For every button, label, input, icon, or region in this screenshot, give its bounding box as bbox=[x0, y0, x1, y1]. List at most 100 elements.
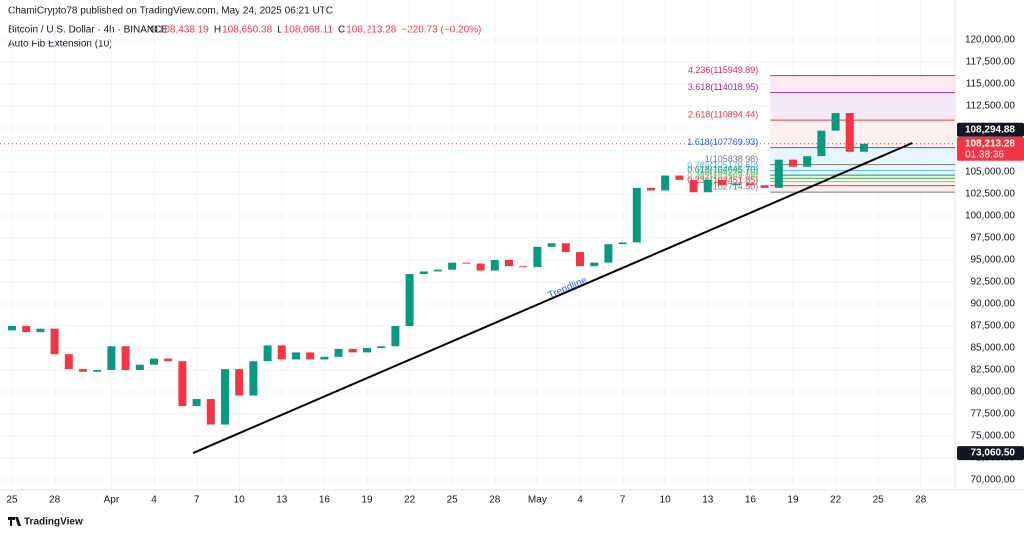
fib-label: 3.618(114018.95) bbox=[688, 82, 758, 92]
x-tick-label: 25 bbox=[6, 495, 18, 506]
candle bbox=[36, 328, 45, 333]
fib-band bbox=[770, 178, 955, 182]
candle bbox=[519, 266, 528, 268]
candle bbox=[618, 242, 627, 245]
fib-band bbox=[770, 170, 955, 176]
fib-band bbox=[770, 92, 955, 121]
symbol: Bitcoin / U.S. Dollar · 4h · BINANCE bbox=[8, 25, 168, 36]
fib-band bbox=[770, 120, 955, 148]
candle bbox=[348, 348, 357, 353]
candle bbox=[803, 156, 812, 167]
x-tick-label: 7 bbox=[620, 495, 626, 506]
x-tick-label: 16 bbox=[745, 495, 757, 506]
y-tick-label: 75,000.00 bbox=[971, 431, 1016, 442]
candle bbox=[774, 159, 783, 188]
candle bbox=[575, 252, 584, 267]
candle bbox=[561, 243, 570, 253]
price-tag bbox=[957, 136, 1024, 161]
y-tick-label: 80,000.00 bbox=[971, 387, 1016, 398]
x-tick-label: 22 bbox=[404, 495, 416, 506]
candle bbox=[504, 259, 513, 267]
y-tick-label: 105,000.00 bbox=[965, 167, 1015, 178]
candle bbox=[590, 262, 599, 267]
candle bbox=[689, 179, 698, 193]
y-tick-label: 92,500.00 bbox=[971, 277, 1016, 288]
candle bbox=[462, 262, 471, 264]
x-tick-label: 25 bbox=[447, 495, 459, 506]
candle bbox=[490, 259, 499, 271]
candle bbox=[263, 345, 272, 362]
candle bbox=[391, 326, 400, 347]
candle bbox=[320, 356, 329, 360]
y-tick-label: 112,500.00 bbox=[966, 101, 1016, 112]
ohlc-value: 108,438.19 bbox=[159, 25, 209, 36]
fib-label: 0(102714.50) bbox=[705, 181, 759, 191]
trendline bbox=[192, 142, 913, 454]
y-tick-label: 90,000.00 bbox=[971, 299, 1016, 310]
candle bbox=[703, 179, 712, 193]
candle bbox=[476, 263, 485, 271]
candle bbox=[192, 399, 201, 407]
ohlc-key: H bbox=[214, 25, 221, 36]
candle bbox=[22, 326, 31, 333]
y-tick-label: 95,000.00 bbox=[971, 255, 1016, 266]
y-tick-label: 117,500.00 bbox=[966, 57, 1016, 68]
ohlc-key: L bbox=[277, 25, 283, 36]
candle bbox=[206, 399, 215, 425]
fib-label: 4.236(115949.89) bbox=[688, 65, 758, 75]
candle bbox=[107, 346, 116, 371]
candle bbox=[788, 159, 797, 167]
price-tag bbox=[957, 122, 1024, 137]
change: −220.73 (−0.20%) bbox=[401, 25, 481, 36]
fib-label: 0.5(104276.70) bbox=[697, 168, 758, 178]
x-tick-label: 28 bbox=[915, 495, 927, 506]
candle bbox=[760, 185, 769, 188]
logo bbox=[8, 517, 21, 526]
x-tick-label: 22 bbox=[830, 495, 842, 506]
y-tick-label: 87,500.00 bbox=[971, 321, 1016, 332]
candle bbox=[419, 271, 428, 275]
candle bbox=[817, 130, 826, 157]
x-tick-label: 25 bbox=[873, 495, 885, 506]
candle bbox=[178, 361, 187, 407]
candle bbox=[661, 175, 670, 191]
candle bbox=[831, 113, 840, 131]
candle bbox=[135, 364, 144, 371]
candle bbox=[277, 345, 286, 360]
candle bbox=[121, 346, 130, 371]
trendline-label: Trendline bbox=[547, 275, 590, 302]
fib-label: 0.786(105170.60) bbox=[687, 160, 758, 170]
brand: TradingView bbox=[24, 517, 83, 528]
candle bbox=[746, 183, 755, 186]
x-tick-label: 13 bbox=[276, 495, 288, 506]
countdown: 01:38:36 bbox=[965, 149, 1004, 160]
candle bbox=[547, 243, 556, 247]
fib-band bbox=[770, 75, 955, 93]
candle bbox=[604, 244, 613, 263]
x-tick-label: 7 bbox=[194, 495, 200, 506]
candle bbox=[732, 183, 741, 186]
price-tag-label: 108,294.88 bbox=[965, 124, 1015, 135]
price-tag-label: 73,060.50 bbox=[971, 448, 1016, 459]
fib-band bbox=[770, 147, 955, 165]
price-tag bbox=[957, 446, 1024, 461]
candle bbox=[93, 370, 102, 372]
y-tick-label: 115,000.00 bbox=[966, 79, 1016, 90]
candle bbox=[859, 143, 868, 152]
candle bbox=[164, 358, 173, 362]
candle bbox=[717, 179, 726, 186]
candle bbox=[220, 369, 229, 425]
x-tick-label: 4 bbox=[151, 495, 157, 506]
fib-band bbox=[770, 181, 955, 186]
y-tick-label: 70,000.00 bbox=[971, 475, 1016, 486]
candle bbox=[78, 369, 87, 372]
ohlc-value: 108,213.28 bbox=[346, 25, 396, 36]
x-tick-label: 4 bbox=[577, 495, 583, 506]
y-tick-label: 97,500.00 bbox=[971, 233, 1016, 244]
x-tick-label: 28 bbox=[489, 495, 501, 506]
fib-label: 1.618(107769.93) bbox=[687, 137, 758, 147]
fib-band bbox=[770, 164, 955, 171]
y-tick-label: 85,000.00 bbox=[971, 343, 1016, 354]
candle bbox=[7, 326, 16, 331]
